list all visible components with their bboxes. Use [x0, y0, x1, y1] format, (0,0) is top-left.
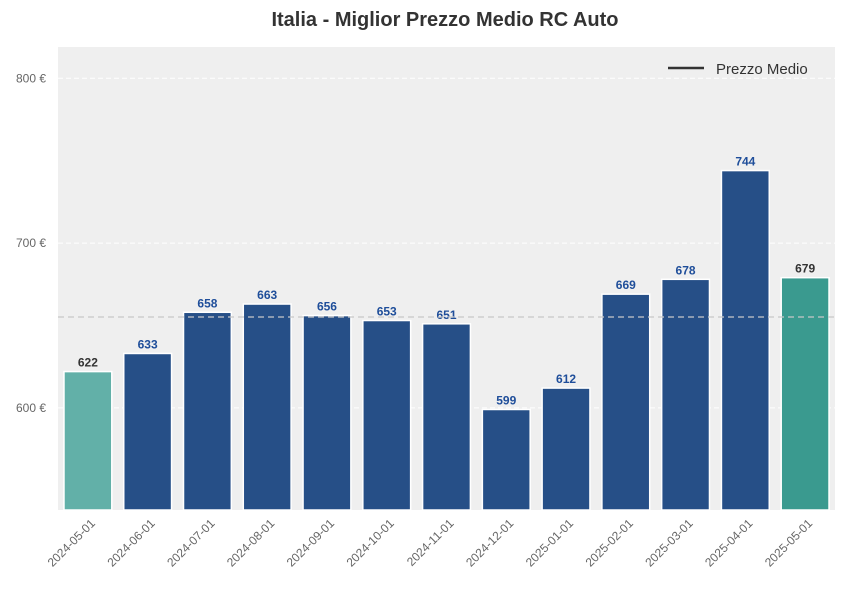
- data-label: 633: [138, 337, 158, 351]
- bar: [242, 303, 292, 511]
- x-tick-label: 2025-03-01: [642, 516, 696, 570]
- bar: [302, 314, 352, 511]
- data-label: 622: [78, 356, 98, 370]
- y-tick-label: 700 €: [16, 236, 46, 250]
- data-label: 663: [257, 288, 277, 302]
- y-tick-label: 600 €: [16, 401, 46, 415]
- x-tick-label: 2024-07-01: [164, 516, 218, 570]
- x-tick-label: 2024-09-01: [284, 516, 338, 570]
- bar: [601, 293, 651, 511]
- data-label: 744: [735, 155, 755, 169]
- bar: [541, 387, 591, 511]
- x-tick-label: 2024-05-01: [45, 516, 99, 570]
- x-tick-label: 2024-08-01: [224, 516, 278, 570]
- x-tick-label: 2025-04-01: [702, 516, 756, 570]
- bar: [660, 278, 711, 511]
- legend: Prezzo Medio: [668, 61, 808, 78]
- chart-title: Italia - Miglior Prezzo Medio RC Auto: [271, 9, 618, 31]
- x-tick-label: 2024-11-01: [404, 516, 457, 569]
- data-label: 599: [496, 393, 516, 407]
- data-label: 653: [377, 305, 397, 319]
- y-tick-label: 800 €: [16, 71, 46, 85]
- data-label: 651: [436, 308, 456, 322]
- bar: [122, 352, 173, 511]
- data-label: 678: [676, 263, 696, 277]
- x-tick-label: 2025-02-01: [583, 516, 637, 570]
- bar: [63, 370, 113, 511]
- x-tick-label: 2024-06-01: [104, 516, 158, 570]
- bar: [182, 311, 233, 511]
- legend-label: Prezzo Medio: [716, 61, 808, 78]
- bar: [780, 276, 830, 511]
- bar: [362, 319, 412, 511]
- data-label: 656: [317, 300, 337, 314]
- x-tick-label: 2024-12-01: [463, 516, 517, 570]
- bar: [421, 323, 472, 511]
- data-label: 679: [795, 262, 815, 276]
- data-label: 612: [556, 372, 576, 386]
- x-tick-label: 2025-05-01: [762, 516, 816, 570]
- x-tick-label: 2025-01-01: [523, 516, 577, 570]
- data-label: 669: [616, 278, 636, 292]
- bar: [481, 408, 531, 511]
- data-label: 658: [197, 296, 217, 310]
- bar: [720, 169, 771, 511]
- x-tick-label: 2024-10-01: [344, 516, 398, 570]
